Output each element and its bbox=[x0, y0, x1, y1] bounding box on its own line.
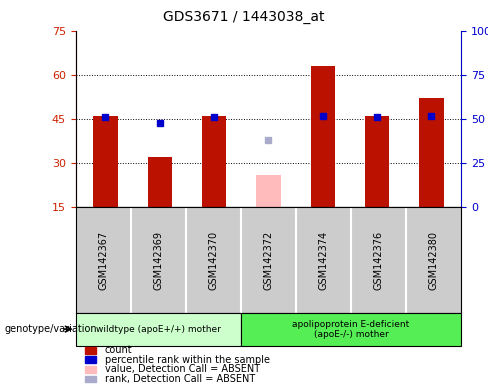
Text: GSM142367: GSM142367 bbox=[98, 231, 108, 290]
Text: GSM142370: GSM142370 bbox=[208, 231, 218, 290]
Text: apolipoprotein E-deficient
(apoE-/-) mother: apolipoprotein E-deficient (apoE-/-) mot… bbox=[292, 319, 409, 339]
Bar bbox=[76, 313, 241, 346]
Text: percentile rank within the sample: percentile rank within the sample bbox=[105, 355, 270, 365]
Bar bbox=[419, 98, 444, 207]
Text: count: count bbox=[105, 345, 133, 355]
Bar bbox=[202, 116, 226, 207]
Text: GSM142376: GSM142376 bbox=[373, 231, 384, 290]
Text: GDS3671 / 1443038_at: GDS3671 / 1443038_at bbox=[163, 10, 325, 23]
Bar bbox=[365, 116, 389, 207]
Text: genotype/variation: genotype/variation bbox=[5, 324, 98, 334]
Text: GSM142369: GSM142369 bbox=[153, 231, 163, 290]
Bar bbox=[241, 313, 461, 346]
Text: value, Detection Call = ABSENT: value, Detection Call = ABSENT bbox=[105, 364, 260, 374]
Bar bbox=[93, 116, 118, 207]
Text: wildtype (apoE+/+) mother: wildtype (apoE+/+) mother bbox=[96, 325, 221, 334]
Text: GSM142374: GSM142374 bbox=[319, 231, 328, 290]
Bar bbox=[147, 157, 172, 207]
Bar bbox=[310, 66, 335, 207]
Text: GSM142372: GSM142372 bbox=[264, 230, 273, 290]
Text: GSM142380: GSM142380 bbox=[428, 231, 439, 290]
Bar bbox=[256, 175, 281, 207]
Text: rank, Detection Call = ABSENT: rank, Detection Call = ABSENT bbox=[105, 374, 255, 384]
